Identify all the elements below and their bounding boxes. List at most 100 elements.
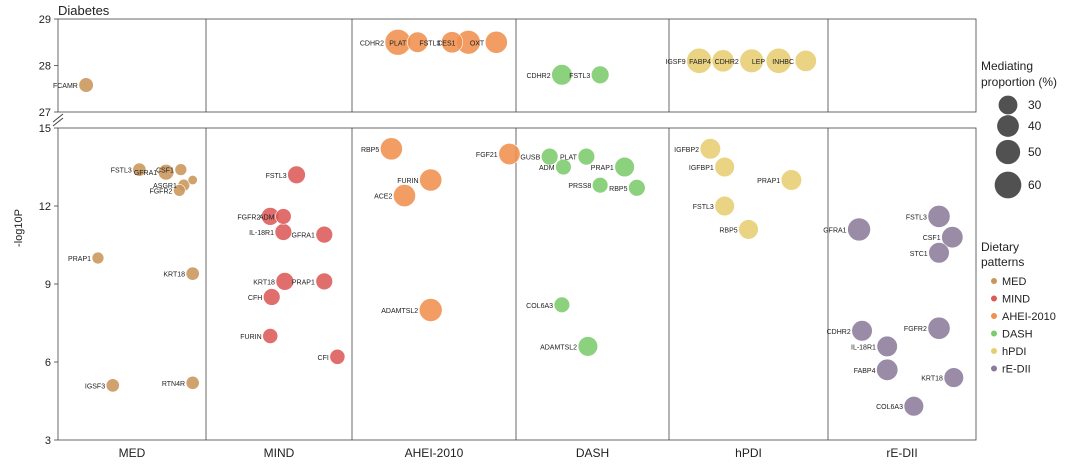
point-label: FURIN bbox=[397, 178, 418, 185]
point-label: GFRA1 bbox=[823, 227, 846, 234]
panel-label: hPDI bbox=[735, 446, 762, 460]
y-axis-label: -log10P bbox=[13, 209, 25, 247]
point-label: CSF1 bbox=[923, 235, 941, 242]
point-label: LEP bbox=[752, 59, 766, 66]
color-legend-dot bbox=[991, 313, 997, 319]
data-point bbox=[275, 272, 295, 291]
data-point bbox=[407, 31, 429, 53]
data-point bbox=[329, 348, 346, 365]
plot-frames bbox=[52, 18, 977, 441]
point-label: PLAT bbox=[560, 155, 578, 162]
panel-label: MIND bbox=[264, 446, 295, 460]
point-label: CFH bbox=[248, 295, 262, 302]
data-point bbox=[628, 179, 646, 197]
size-legend-title-line2: proportion (%) bbox=[981, 75, 1057, 89]
color-legend-label: hPDI bbox=[1002, 346, 1026, 358]
data-point bbox=[441, 31, 464, 54]
data-point bbox=[315, 272, 333, 291]
point-label: FGFR2 bbox=[237, 214, 260, 221]
point-label: PRSS8 bbox=[568, 183, 591, 190]
data-point bbox=[379, 137, 403, 161]
point-label: IGSF3 bbox=[85, 383, 105, 390]
point-label: CSF1 bbox=[156, 168, 174, 175]
color-legend-dot bbox=[991, 295, 997, 302]
point-label: ADAMTSL2 bbox=[540, 344, 577, 351]
data-point bbox=[941, 226, 964, 249]
point-label: FSTL3 bbox=[569, 73, 590, 80]
point-label: RTN4R bbox=[162, 381, 185, 388]
point-label: FCAMR bbox=[53, 83, 78, 90]
point-label: ASGR1 bbox=[153, 183, 177, 190]
point-label: GUSB bbox=[520, 155, 540, 162]
legends: Mediating proportion (%) Dietary pattern… bbox=[981, 59, 1057, 376]
y-tick-label: 27 bbox=[39, 107, 51, 119]
data-point bbox=[551, 64, 573, 86]
point-label: FSTL3 bbox=[906, 214, 927, 221]
data-point bbox=[739, 48, 764, 74]
data-point bbox=[540, 147, 559, 166]
panel-label: rE-DII bbox=[886, 446, 917, 460]
color-legend-label: MED bbox=[1002, 276, 1027, 288]
data-point bbox=[577, 147, 596, 166]
data-point bbox=[78, 77, 94, 93]
data-point bbox=[927, 316, 951, 340]
point-label: IL-18R1 bbox=[249, 230, 274, 237]
color-legend-dot bbox=[991, 365, 997, 372]
data-point bbox=[419, 168, 443, 192]
y-tick-label: 3 bbox=[45, 435, 51, 447]
color-legend-dot bbox=[991, 278, 997, 284]
point-label: IGSF9 bbox=[665, 59, 685, 66]
data-point bbox=[274, 223, 293, 241]
point-label: RBP5 bbox=[609, 186, 627, 193]
point-label: FSTL3 bbox=[693, 204, 714, 211]
point-label: CDHR2 bbox=[827, 329, 851, 336]
point-label: FABP4 bbox=[854, 368, 876, 375]
data-point bbox=[794, 49, 817, 72]
data-point bbox=[714, 195, 735, 217]
data-point bbox=[185, 266, 200, 281]
point-label: CES1 bbox=[437, 40, 455, 47]
point-label: FGFR2 bbox=[904, 326, 927, 333]
upper-plot-frame bbox=[57, 18, 977, 113]
color-legend-title-line2: patterns bbox=[981, 255, 1024, 269]
data-point bbox=[847, 217, 871, 242]
data-point bbox=[928, 242, 950, 264]
data-point bbox=[714, 156, 735, 178]
data-point bbox=[275, 208, 292, 225]
size-legend-value: 60 bbox=[1028, 178, 1042, 192]
data-point bbox=[315, 225, 333, 244]
size-legend-value: 50 bbox=[1028, 145, 1042, 159]
data-point bbox=[699, 138, 721, 160]
data-point bbox=[903, 396, 924, 417]
point-label: IL-18R1 bbox=[851, 344, 876, 351]
size-legend-circle bbox=[998, 95, 1018, 115]
data-point bbox=[157, 164, 175, 181]
data-point bbox=[553, 296, 571, 313]
point-label: PRAP1 bbox=[292, 279, 315, 286]
data-point bbox=[185, 375, 200, 390]
data-point bbox=[851, 320, 873, 342]
size-legend-value: 40 bbox=[1028, 119, 1042, 133]
data-point bbox=[187, 175, 198, 185]
color-legend-label: rE-DII bbox=[1002, 364, 1031, 376]
data-point bbox=[555, 158, 572, 176]
point-label: RBP5 bbox=[719, 227, 737, 234]
data-point bbox=[263, 288, 281, 306]
y-axis-ticks: 27 28 29 3 6 9 12 15 bbox=[39, 14, 58, 447]
color-legend-dot bbox=[991, 348, 997, 354]
point-label: IGFBP2 bbox=[674, 147, 699, 154]
data-point bbox=[876, 335, 898, 357]
data-point bbox=[577, 336, 599, 357]
data-point bbox=[174, 163, 188, 176]
data-point bbox=[876, 358, 899, 381]
point-label: STC1 bbox=[910, 251, 928, 258]
point-label: GFRA1 bbox=[292, 233, 315, 240]
y-tick-label: 15 bbox=[39, 123, 51, 135]
data-point bbox=[943, 367, 964, 388]
chart-title: Diabetes bbox=[58, 3, 110, 18]
point-label: PRAP1 bbox=[68, 256, 91, 263]
size-legend-title-line1: Mediating bbox=[981, 59, 1033, 73]
data-point bbox=[418, 298, 443, 322]
point-label: FGF21 bbox=[476, 152, 498, 159]
